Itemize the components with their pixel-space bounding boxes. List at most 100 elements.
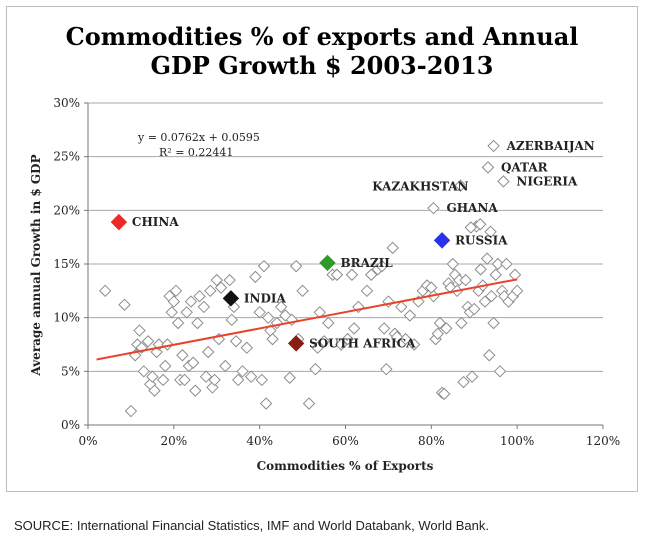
data-point (464, 221, 478, 234)
data-point (118, 298, 131, 311)
data-point (178, 373, 191, 387)
x-axis-title: Commodities % of Exports (257, 459, 434, 473)
data-point (236, 365, 249, 378)
data-point (191, 316, 204, 330)
data-point (491, 257, 505, 271)
data-point (485, 289, 498, 303)
x-tick-label-6: 120% (586, 434, 620, 448)
data-point (253, 306, 266, 319)
highlighted-points (110, 213, 451, 352)
data-point (407, 338, 421, 351)
label-russia: RUSSIA (455, 233, 508, 247)
label-south-africa: SOUTH AFRICA (309, 336, 416, 350)
chart-title: Commodities % of exports and Annual GDP … (66, 22, 579, 80)
label-china: CHINA (132, 215, 179, 229)
point-russia (433, 232, 451, 249)
data-point (266, 332, 279, 346)
data-point (487, 316, 500, 330)
data-point (201, 345, 215, 359)
data-point (193, 289, 206, 303)
data-point (189, 384, 202, 397)
y-tick-label-3: 15% (53, 257, 80, 271)
point-south-africa (287, 335, 305, 352)
y-tick-label-6: 30% (53, 96, 80, 110)
data-point (223, 273, 236, 287)
data-point (375, 259, 389, 273)
country-labels: CHINA BRAZIL RUSSIA INDIA SOUTH AFRICA AZERBA… (132, 139, 595, 350)
data-point (197, 300, 211, 314)
data-point (433, 316, 447, 330)
data-point (244, 370, 258, 383)
data-point (403, 309, 417, 322)
data-point (487, 139, 500, 153)
data-point (186, 356, 200, 369)
chart-title-line-2: GDP Growth $ 2003-2013 (150, 51, 493, 80)
y-axis-title: Average annual Growth in $ GDP (29, 154, 43, 376)
label-brazil: BRAZIL (340, 256, 393, 270)
data-point (377, 322, 391, 335)
x-tick-label-4: 80% (418, 434, 445, 448)
data-point (148, 384, 161, 397)
y-tick-label-5: 25% (53, 150, 80, 164)
data-point (480, 252, 494, 265)
trendline-equation: y = 0.0762x + 0.0595 (137, 131, 260, 144)
data-point (457, 375, 470, 389)
chart-frame: Commodities % of exports and Annual GDP … (6, 6, 638, 492)
data-point (474, 263, 487, 276)
data-point (262, 311, 275, 324)
data-point (283, 371, 296, 384)
x-tick-label-5: 100% (500, 434, 534, 448)
data-point (510, 284, 524, 298)
data-point (431, 327, 444, 340)
data-point (440, 322, 453, 335)
data-point (225, 313, 238, 327)
data-point (395, 300, 408, 314)
y-tick-label-1: 5% (61, 364, 80, 378)
data-point (483, 349, 496, 362)
data-point (98, 284, 112, 298)
data-point (141, 335, 155, 348)
x-tick-label-0: 0% (78, 434, 97, 448)
data-point (156, 373, 170, 387)
data-point (259, 397, 273, 410)
data-point (500, 257, 513, 271)
data-point (345, 268, 359, 281)
data-point (446, 257, 459, 271)
point-india (222, 290, 240, 307)
data-point (347, 322, 361, 335)
data-point (380, 362, 393, 376)
data-point (497, 175, 510, 188)
data-point (302, 397, 316, 410)
data-point (455, 316, 468, 330)
data-point (199, 370, 213, 383)
data-point (438, 387, 451, 401)
data-point (296, 284, 309, 298)
data-point (240, 341, 253, 354)
data-point (133, 324, 146, 337)
data-point (208, 373, 221, 387)
trendline (96, 278, 518, 361)
y-tick-label-2: 10% (53, 311, 80, 325)
data-point (454, 179, 467, 192)
data-point (468, 302, 481, 316)
label-qatar: QATAR (501, 160, 549, 174)
data-point (210, 273, 223, 287)
data-point (165, 306, 178, 319)
data-point (459, 273, 472, 287)
label-ghana: GHANA (446, 201, 498, 215)
data-point (214, 281, 228, 294)
data-point (137, 365, 150, 378)
point-brazil (319, 254, 336, 272)
trendline-r-squared: R² = 0.22441 (159, 146, 233, 159)
data-point (124, 404, 138, 418)
data-point (159, 359, 172, 373)
data-point (386, 241, 399, 255)
data-point (257, 259, 271, 273)
data-point (176, 349, 189, 362)
data-point (474, 218, 487, 231)
data-point (360, 284, 374, 298)
point-china (110, 213, 128, 231)
data-point (255, 373, 269, 387)
x-tick-label-3: 60% (332, 434, 359, 448)
data-point (481, 161, 495, 174)
